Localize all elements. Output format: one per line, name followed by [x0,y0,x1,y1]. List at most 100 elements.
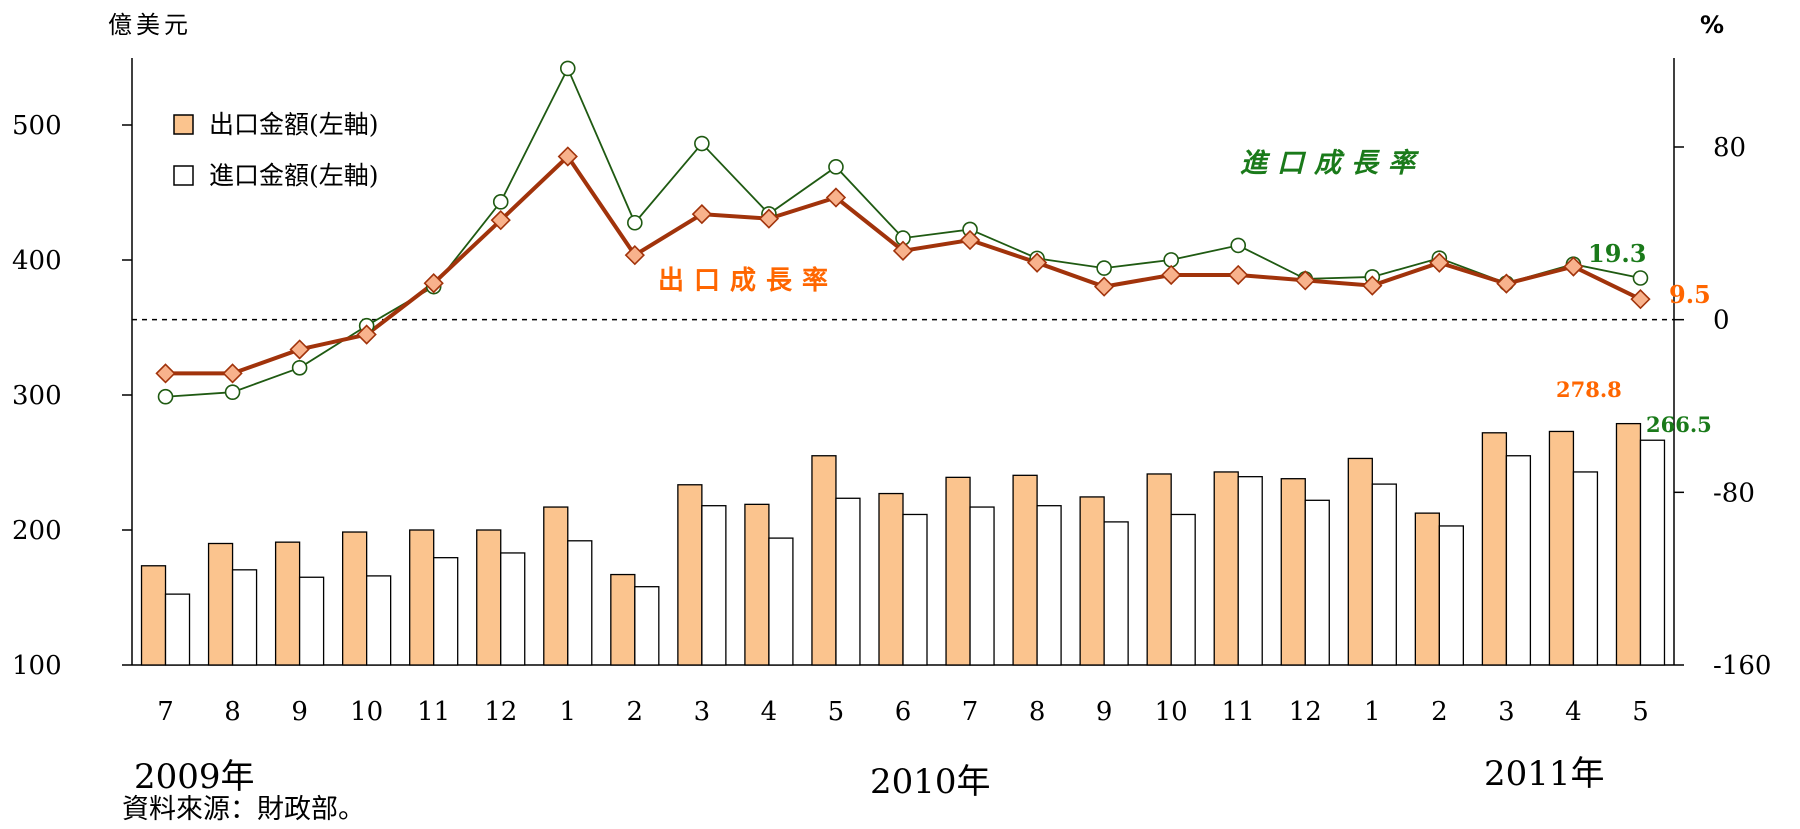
import-growth-point [157,388,174,405]
import-bar [835,497,861,666]
legend-swatch-import [173,165,194,186]
export-bar [274,541,301,666]
import-growth-point [627,214,643,231]
export-bar [342,531,368,666]
x-tick-label: 2 [1431,697,1448,727]
import-growth-point [224,384,241,400]
legend-label-import: 進口金額(左軸) [209,161,379,190]
export-bar [811,455,837,666]
export-growth-point [691,203,713,225]
export-bar [140,565,167,666]
import-growth-point [492,194,509,210]
right-tick-label: 0 [1713,306,1730,336]
x-tick-label: 11 [417,697,450,727]
export-growth-point [1362,275,1383,296]
import-bar [634,586,660,666]
left-axis-unit: 億美元 [108,11,192,39]
export-bar [945,476,971,666]
export-growth-point [1161,264,1182,286]
import-bar [1103,521,1129,666]
export-bar [1079,496,1105,666]
export-growth-point [289,339,310,360]
export-growth-point [356,324,377,345]
year-label-2010: 2010年 [870,762,991,802]
import-bar [1572,471,1599,666]
x-tick-label: 5 [1632,697,1649,727]
export-growth-point [222,363,243,384]
export-growth-point [1630,289,1651,310]
import-bar [500,552,526,666]
export-bar [878,492,904,666]
export-growth-point [557,146,578,167]
export-bar [1347,457,1373,666]
export-bar [1615,422,1642,666]
export-growth-point [825,187,847,208]
x-tick-label: 7 [962,697,979,727]
export-bar [207,542,234,666]
export-growth-point [1026,252,1048,273]
import-bar [1438,525,1464,666]
import-growth-point [1632,270,1649,286]
import-bar [164,593,191,666]
export-bar [1548,430,1575,666]
export-growth-point [490,210,511,231]
import-growth-point [291,359,308,376]
export-growth-point [1093,276,1115,297]
import-bar [298,576,325,666]
export-bar [677,484,703,666]
export-bar [543,506,569,666]
import-bar [567,540,593,666]
export-bar [610,573,636,666]
x-tick-label: 10 [350,697,383,727]
year-label-2011: 2011年 [1484,754,1605,794]
export-growth-point [624,245,645,266]
export-growth-point [423,273,444,294]
x-tick-label: 1 [560,697,577,727]
import-growth-point [1163,252,1179,268]
export-bar [1146,473,1172,666]
x-tick-label: 8 [224,697,241,727]
bars-layer [140,422,1666,666]
export-growth-point [1429,252,1450,273]
export-bar [1012,474,1038,666]
x-tick-label: 2 [627,697,644,727]
x-tick-label: 3 [694,697,711,727]
import-bar [1170,513,1196,666]
legend-swatch-export [173,114,194,135]
export-growth-point [1228,264,1249,286]
left-tick-label: 500 [12,111,62,141]
x-tick-label: 9 [1096,697,1113,727]
import-bar [902,513,928,666]
export-growth-point [1295,270,1316,291]
left-tick-label: 200 [12,516,62,546]
import-bar [1371,483,1397,666]
lines-layer [155,60,1651,405]
import-bar [231,569,258,666]
import-bar [1304,499,1330,666]
legend-label-export: 出口金額(左軸) [209,110,379,139]
import-growth-title: 進口成長率 [1240,148,1425,179]
export-growth-title: 出口成長率 [658,265,838,296]
export-growth-point [892,240,914,261]
export-bar [1280,478,1306,666]
import-value-last-label: 266.5 [1646,412,1712,437]
right-tick-label: -80 [1713,478,1755,508]
source-note: 資料來源：財政部。 [122,794,365,825]
import-growth-point [694,135,710,152]
left-tick-label: 100 [12,651,62,681]
export-growth-line [165,153,1642,376]
export-bar [409,529,435,666]
export-bar [1414,512,1440,666]
export-growth-point [1496,273,1517,294]
import-bar [969,506,995,666]
right-tick-label: 80 [1713,133,1746,163]
export-bar [1213,471,1239,666]
export-growth-point [959,229,981,251]
x-tick-label: 11 [1222,697,1255,727]
right-axis-unit: % [1700,11,1724,39]
export-growth-point [1563,256,1584,277]
left-tick-label: 300 [12,381,62,411]
x-tick-label: 7 [157,697,174,727]
import-growth-point [1096,260,1112,276]
